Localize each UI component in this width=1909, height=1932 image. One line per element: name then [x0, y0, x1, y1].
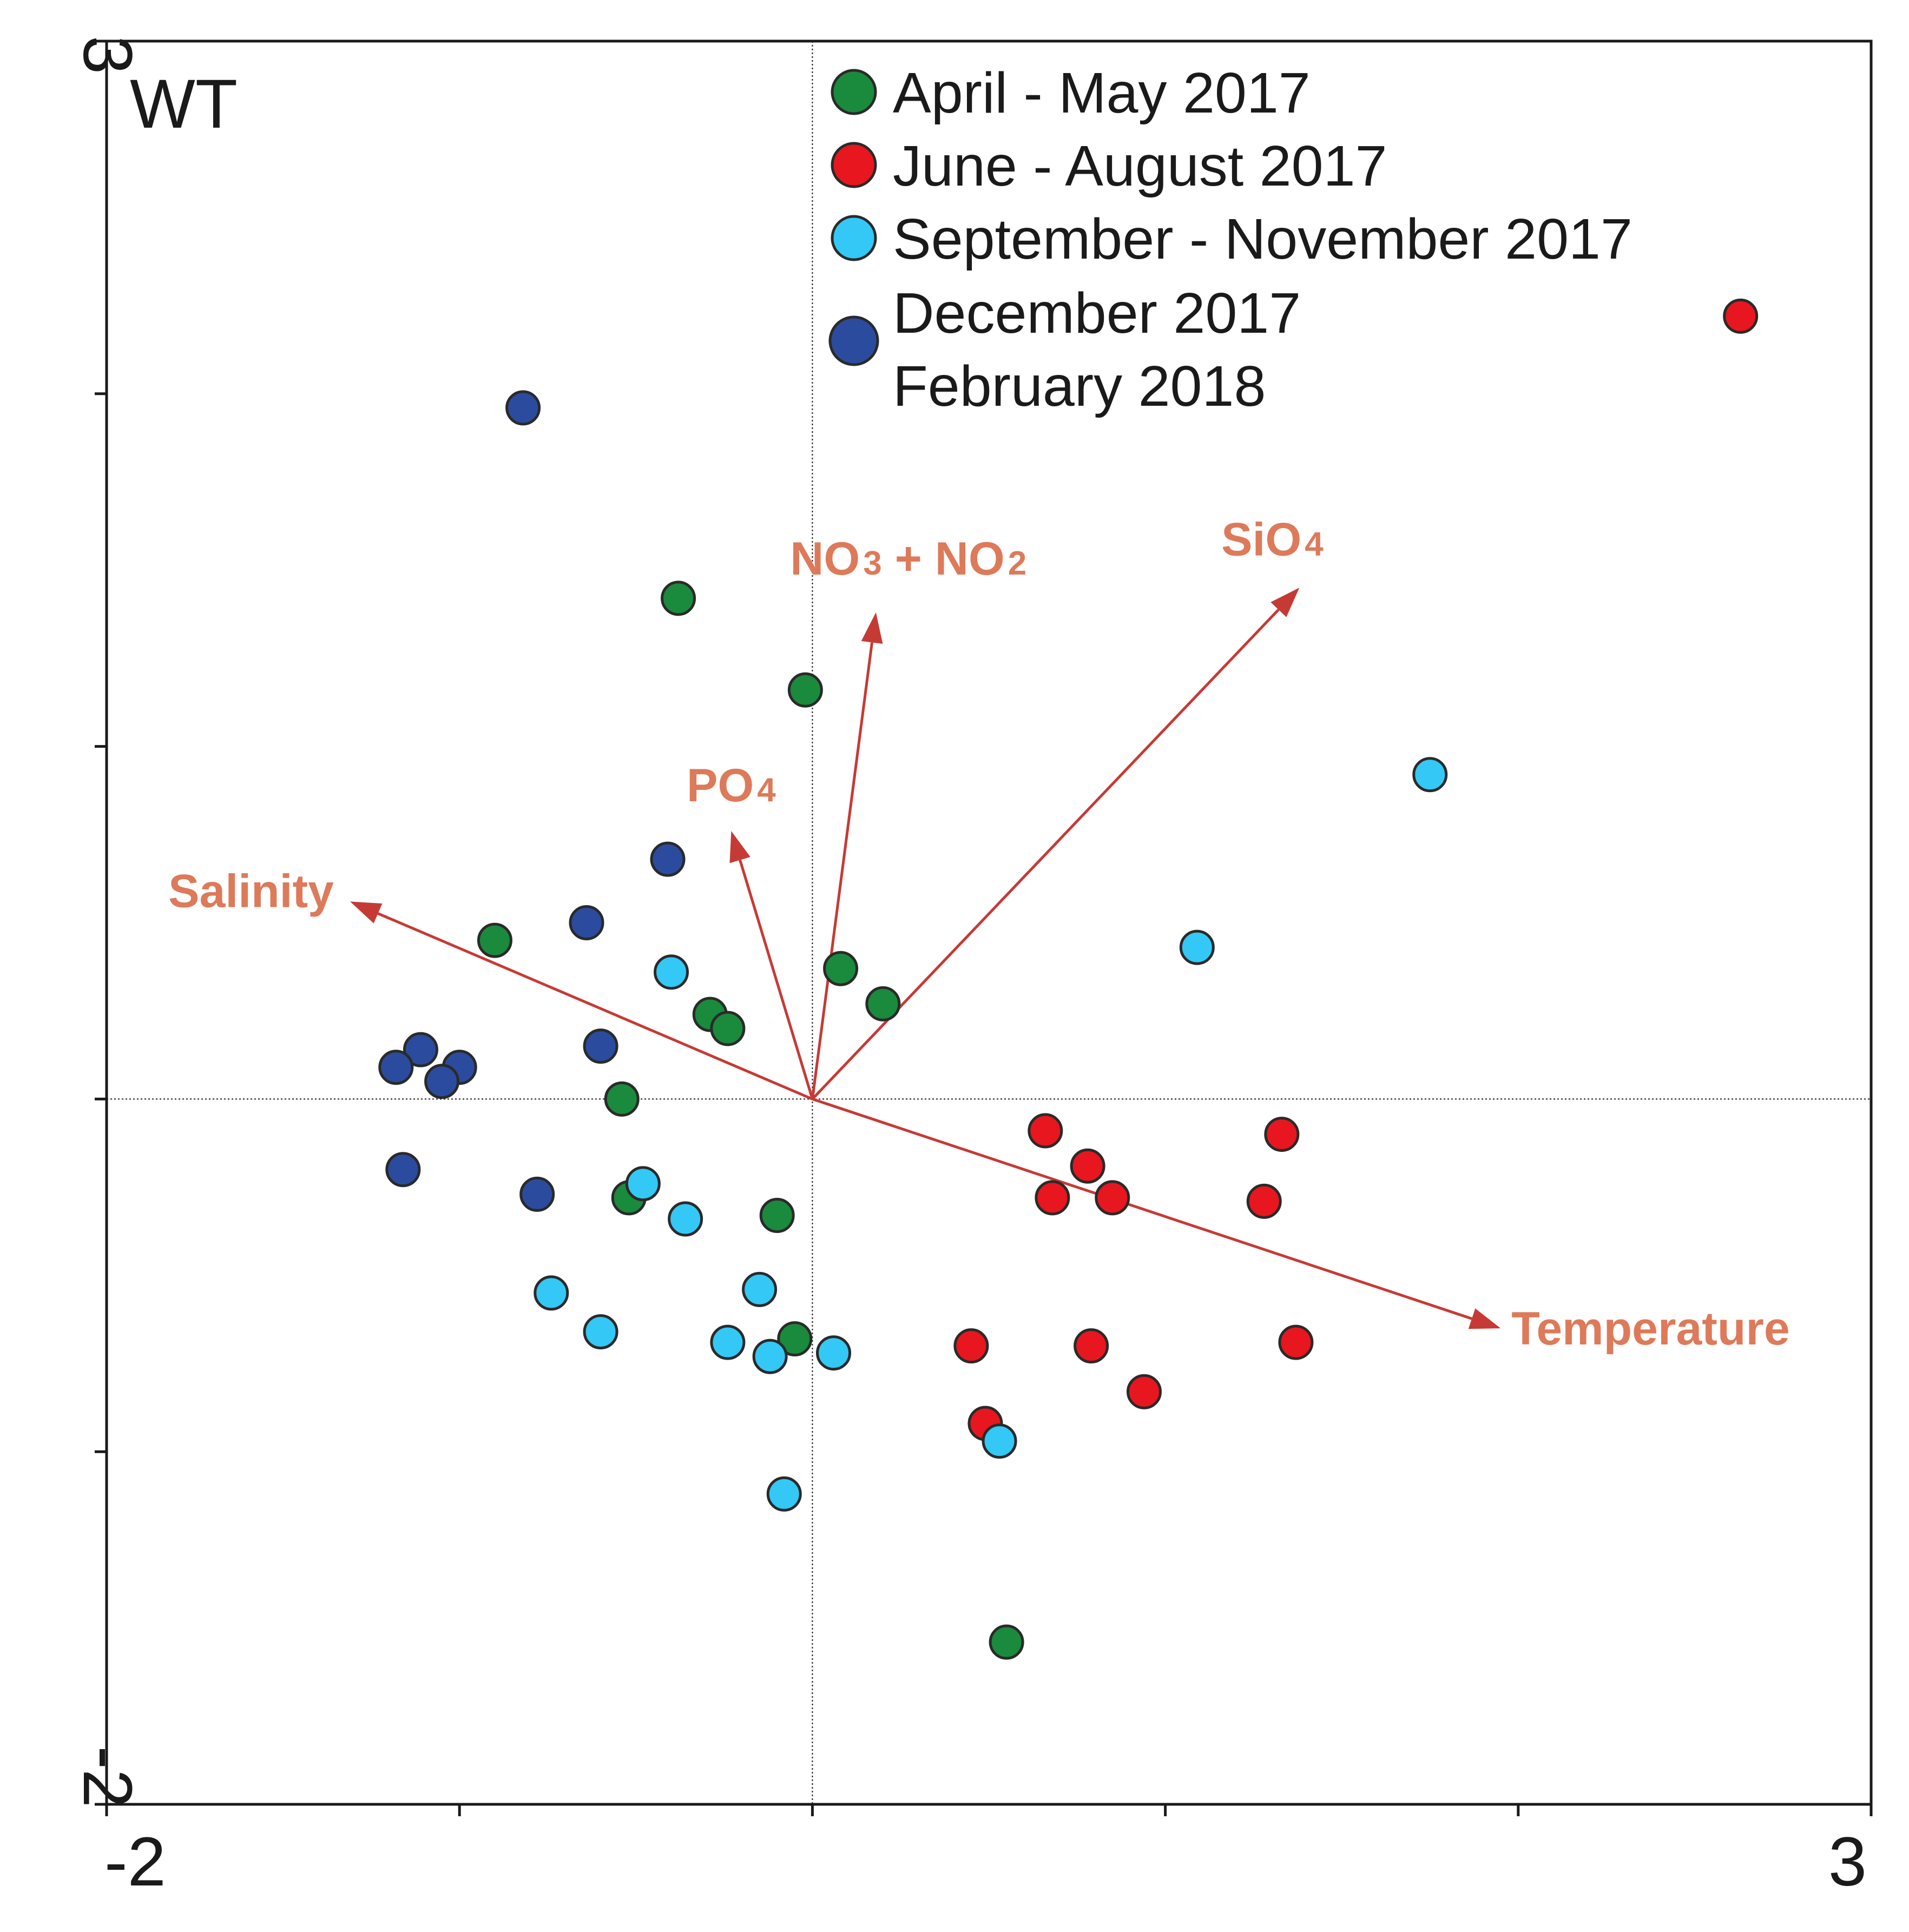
- point-dec_feb-6: [378, 1050, 414, 1085]
- point-dec_feb-3: [569, 905, 604, 940]
- point-apr_may-11: [777, 1321, 813, 1357]
- legend-item-dec-feb: December 2017 February 2018: [828, 281, 1301, 418]
- vector-arrowhead-po4: [729, 831, 751, 863]
- legend-item-apr-may: April - May 2017: [831, 61, 1311, 125]
- point-sep_nov-9: [710, 1324, 746, 1360]
- vector-arrowhead-no3-no2: [861, 612, 883, 644]
- vector-line-po4: [739, 859, 814, 1100]
- point-jun_aug-5: [1095, 1180, 1130, 1216]
- vector-arrowhead-temperature: [1468, 1308, 1501, 1329]
- axis-ticks: [95, 39, 1873, 1816]
- point-apr_may-5: [865, 986, 901, 1021]
- y-tick-label-max: 3: [69, 36, 146, 74]
- point-sep_nov-5: [668, 1201, 703, 1237]
- point-jun_aug-11: [1126, 1374, 1162, 1409]
- point-jun_aug-10: [1074, 1328, 1109, 1364]
- vector-line-no3-no2: [811, 642, 874, 1099]
- legend-label-sep-nov: September - November 2017: [893, 207, 1632, 271]
- point-dec_feb-1: [505, 390, 541, 426]
- point-jun_aug-3: [1070, 1148, 1105, 1184]
- legend-label-jun-aug: June - August 2017: [893, 134, 1387, 198]
- sample-points: [378, 298, 1759, 1660]
- point-dec_feb-10: [519, 1176, 555, 1212]
- legend-item-sep-nov: September - November 2017: [831, 207, 1632, 271]
- point-sep_nov-2: [1179, 929, 1215, 965]
- point-sep_nov-1: [1412, 757, 1448, 793]
- vector-arrowhead-sio4: [1271, 588, 1300, 617]
- point-apr_may-12: [989, 1624, 1024, 1660]
- y-tick-label-min: -2: [69, 1746, 146, 1808]
- environmental-vectors: Temperature SiO4 NO3 + NO2 PO4 Salinity: [168, 513, 1790, 1355]
- legend-label-dec-feb-line1: December 2017: [893, 281, 1301, 345]
- x-tick-label-max: 3: [1828, 1823, 1867, 1901]
- point-jun_aug-2: [1028, 1113, 1063, 1149]
- point-dec_feb-8: [424, 1064, 460, 1099]
- point-apr_may-1: [661, 581, 696, 616]
- point-dec_feb-9: [385, 1152, 421, 1188]
- point-jun_aug-1: [1723, 298, 1759, 334]
- point-jun_aug-4: [1035, 1180, 1070, 1216]
- point-sep_nov-12: [982, 1423, 1017, 1459]
- point-dec_feb-5: [403, 1032, 438, 1067]
- point-jun_aug-7: [1246, 1183, 1282, 1219]
- vector-line-temperature: [812, 1098, 1472, 1320]
- zero-lines: [107, 41, 1871, 1804]
- point-sep_nov-4: [625, 1166, 661, 1202]
- point-sep_nov-6: [534, 1275, 569, 1311]
- vector-label-salinity: Salinity: [168, 865, 334, 917]
- point-jun_aug-6: [1264, 1117, 1300, 1152]
- point-sep_nov-7: [742, 1271, 778, 1307]
- point-jun_aug-8: [1278, 1324, 1314, 1360]
- point-sep_nov-8: [583, 1314, 618, 1350]
- point-apr_may-3: [477, 922, 512, 958]
- vector-line-salinity: [377, 912, 813, 1100]
- legend-marker-jun-aug: [831, 142, 877, 188]
- point-sep_nov-3: [654, 954, 689, 990]
- legend: April - May 2017 June - August 2017 Sept…: [828, 61, 1632, 418]
- point-sep_nov-13: [766, 1476, 802, 1512]
- point-apr_may-8: [604, 1081, 640, 1117]
- legend-marker-sep-nov: [831, 215, 877, 261]
- vector-label-no3-no2: NO3 + NO2: [790, 533, 1026, 585]
- point-dec_feb-2: [650, 841, 686, 877]
- legend-label-dec-feb-line2: February 2018: [893, 354, 1266, 418]
- point-apr_may-2: [787, 672, 823, 708]
- panel-label: WT: [130, 65, 238, 143]
- vector-label-po4: PO4: [687, 760, 776, 812]
- point-sep_nov-10: [752, 1338, 788, 1374]
- point-apr_may-4: [823, 951, 859, 986]
- x-tick-label-min: -2: [104, 1823, 166, 1901]
- vector-label-sio4: SiO4: [1221, 513, 1324, 565]
- legend-marker-apr-may: [831, 69, 877, 115]
- point-dec_feb-4: [583, 1028, 618, 1064]
- point-jun_aug-9: [953, 1328, 989, 1364]
- legend-item-jun-aug: June - August 2017: [831, 134, 1387, 198]
- legend-label-apr-may: April - May 2017: [893, 61, 1311, 125]
- vector-arrowhead-salinity: [350, 901, 383, 924]
- plot-frame: [105, 39, 1873, 1806]
- legend-marker-dec-feb: [828, 315, 879, 366]
- point-apr_may-7: [710, 1011, 746, 1046]
- vector-line-sio4: [811, 609, 1280, 1100]
- point-apr_may-10: [759, 1197, 795, 1233]
- vector-label-temperature: Temperature: [1511, 1303, 1790, 1355]
- point-sep_nov-11: [816, 1335, 852, 1371]
